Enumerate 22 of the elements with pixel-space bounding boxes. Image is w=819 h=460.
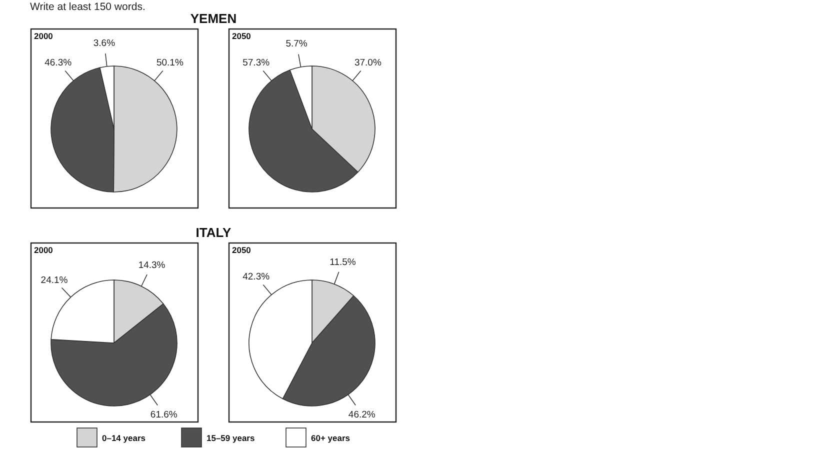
data-label: 24.1% — [40, 275, 68, 286]
legend-label: 0–14 years — [102, 433, 146, 443]
data-label: 11.5% — [330, 256, 356, 268]
chart-subtitle: 2050 — [232, 245, 252, 255]
data-label: 61.6% — [150, 410, 178, 421]
data-label: 5.7% — [286, 38, 308, 50]
data-label: 46.2% — [348, 410, 376, 421]
chart-subtitle: 2000 — [34, 31, 54, 41]
data-label: 14.3% — [138, 260, 166, 271]
chart-title: ITALY — [196, 225, 232, 240]
text: Write at least 150 words. — [30, 1, 146, 13]
text: YEMEN — [190, 11, 237, 26]
data-label: 46.3% — [44, 58, 72, 69]
chart-subtitle: 2050 — [232, 31, 252, 41]
legend-label: 15–59 years — [206, 433, 255, 443]
data-label: 3.6% — [93, 38, 116, 49]
data-label: 57.3% — [242, 58, 270, 69]
chart-subtitle: 2000 — [34, 245, 54, 255]
data-label: 42.3% — [242, 272, 270, 283]
data-label: 50.1% — [156, 58, 184, 69]
data-label: 37.0% — [354, 58, 382, 69]
legend-label: 60+ years — [311, 433, 350, 443]
